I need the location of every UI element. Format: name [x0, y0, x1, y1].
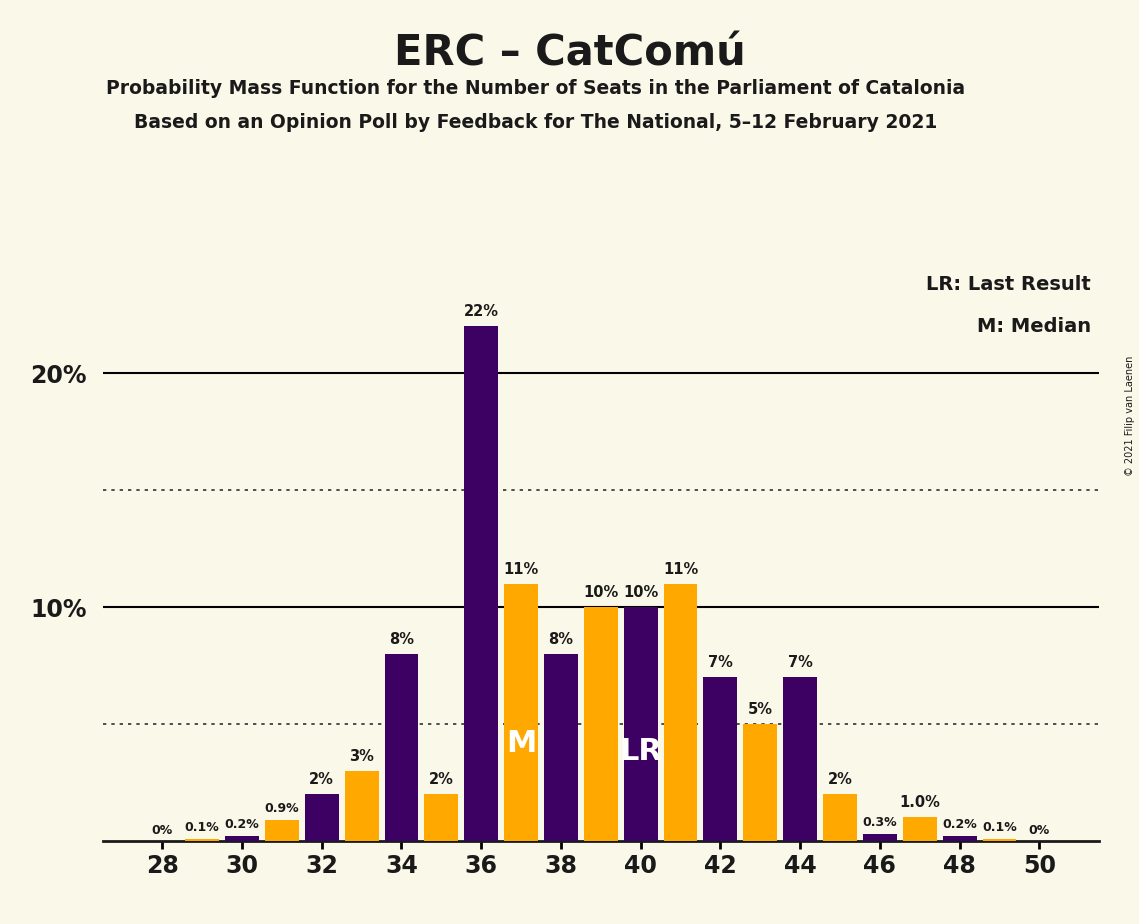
Bar	[704, 677, 737, 841]
Text: 11%: 11%	[503, 562, 539, 577]
Bar	[425, 794, 458, 841]
Text: 7%: 7%	[708, 655, 732, 670]
Text: 0.1%: 0.1%	[185, 821, 220, 833]
Bar	[305, 794, 338, 841]
Bar	[186, 838, 219, 841]
Bar	[385, 654, 418, 841]
Bar	[983, 838, 1016, 841]
Text: 5%: 5%	[748, 702, 772, 717]
Text: LR: Last Result: LR: Last Result	[926, 275, 1091, 294]
Text: 2%: 2%	[429, 772, 453, 787]
Bar	[744, 723, 777, 841]
Text: LR: LR	[620, 737, 662, 767]
Text: 0%: 0%	[1029, 824, 1050, 837]
Text: 8%: 8%	[390, 632, 413, 647]
Text: 0.2%: 0.2%	[942, 819, 977, 832]
Bar	[784, 677, 817, 841]
Text: 1.0%: 1.0%	[900, 796, 940, 810]
Text: 2%: 2%	[310, 772, 334, 787]
Bar	[943, 836, 976, 841]
Bar	[265, 820, 298, 841]
Text: 0.2%: 0.2%	[224, 819, 260, 832]
Text: 10%: 10%	[583, 585, 618, 600]
Text: M: M	[506, 729, 536, 758]
Bar	[544, 654, 577, 841]
Bar	[664, 584, 697, 841]
Text: 0.3%: 0.3%	[862, 816, 898, 829]
Bar	[505, 584, 538, 841]
Text: 7%: 7%	[788, 655, 812, 670]
Text: 3%: 3%	[350, 748, 374, 763]
Bar	[823, 794, 857, 841]
Text: 0%: 0%	[151, 824, 173, 837]
Bar	[584, 607, 617, 841]
Bar	[903, 818, 936, 841]
Text: M: Median: M: Median	[977, 317, 1091, 336]
Bar	[345, 771, 378, 841]
Bar	[624, 607, 657, 841]
Text: 11%: 11%	[663, 562, 698, 577]
Text: Based on an Opinion Poll by Feedback for The National, 5–12 February 2021: Based on an Opinion Poll by Feedback for…	[133, 113, 937, 132]
Text: 22%: 22%	[464, 304, 499, 320]
Text: 0.1%: 0.1%	[982, 821, 1017, 833]
Text: 0.9%: 0.9%	[264, 802, 300, 815]
Text: 10%: 10%	[623, 585, 658, 600]
Bar	[465, 326, 498, 841]
Text: 8%: 8%	[549, 632, 573, 647]
Bar	[226, 836, 259, 841]
Text: Probability Mass Function for the Number of Seats in the Parliament of Catalonia: Probability Mass Function for the Number…	[106, 79, 965, 98]
Text: © 2021 Filip van Laenen: © 2021 Filip van Laenen	[1125, 356, 1134, 476]
Text: 2%: 2%	[828, 772, 852, 787]
Bar	[863, 833, 896, 841]
Text: ERC – CatComú: ERC – CatComú	[394, 32, 745, 74]
